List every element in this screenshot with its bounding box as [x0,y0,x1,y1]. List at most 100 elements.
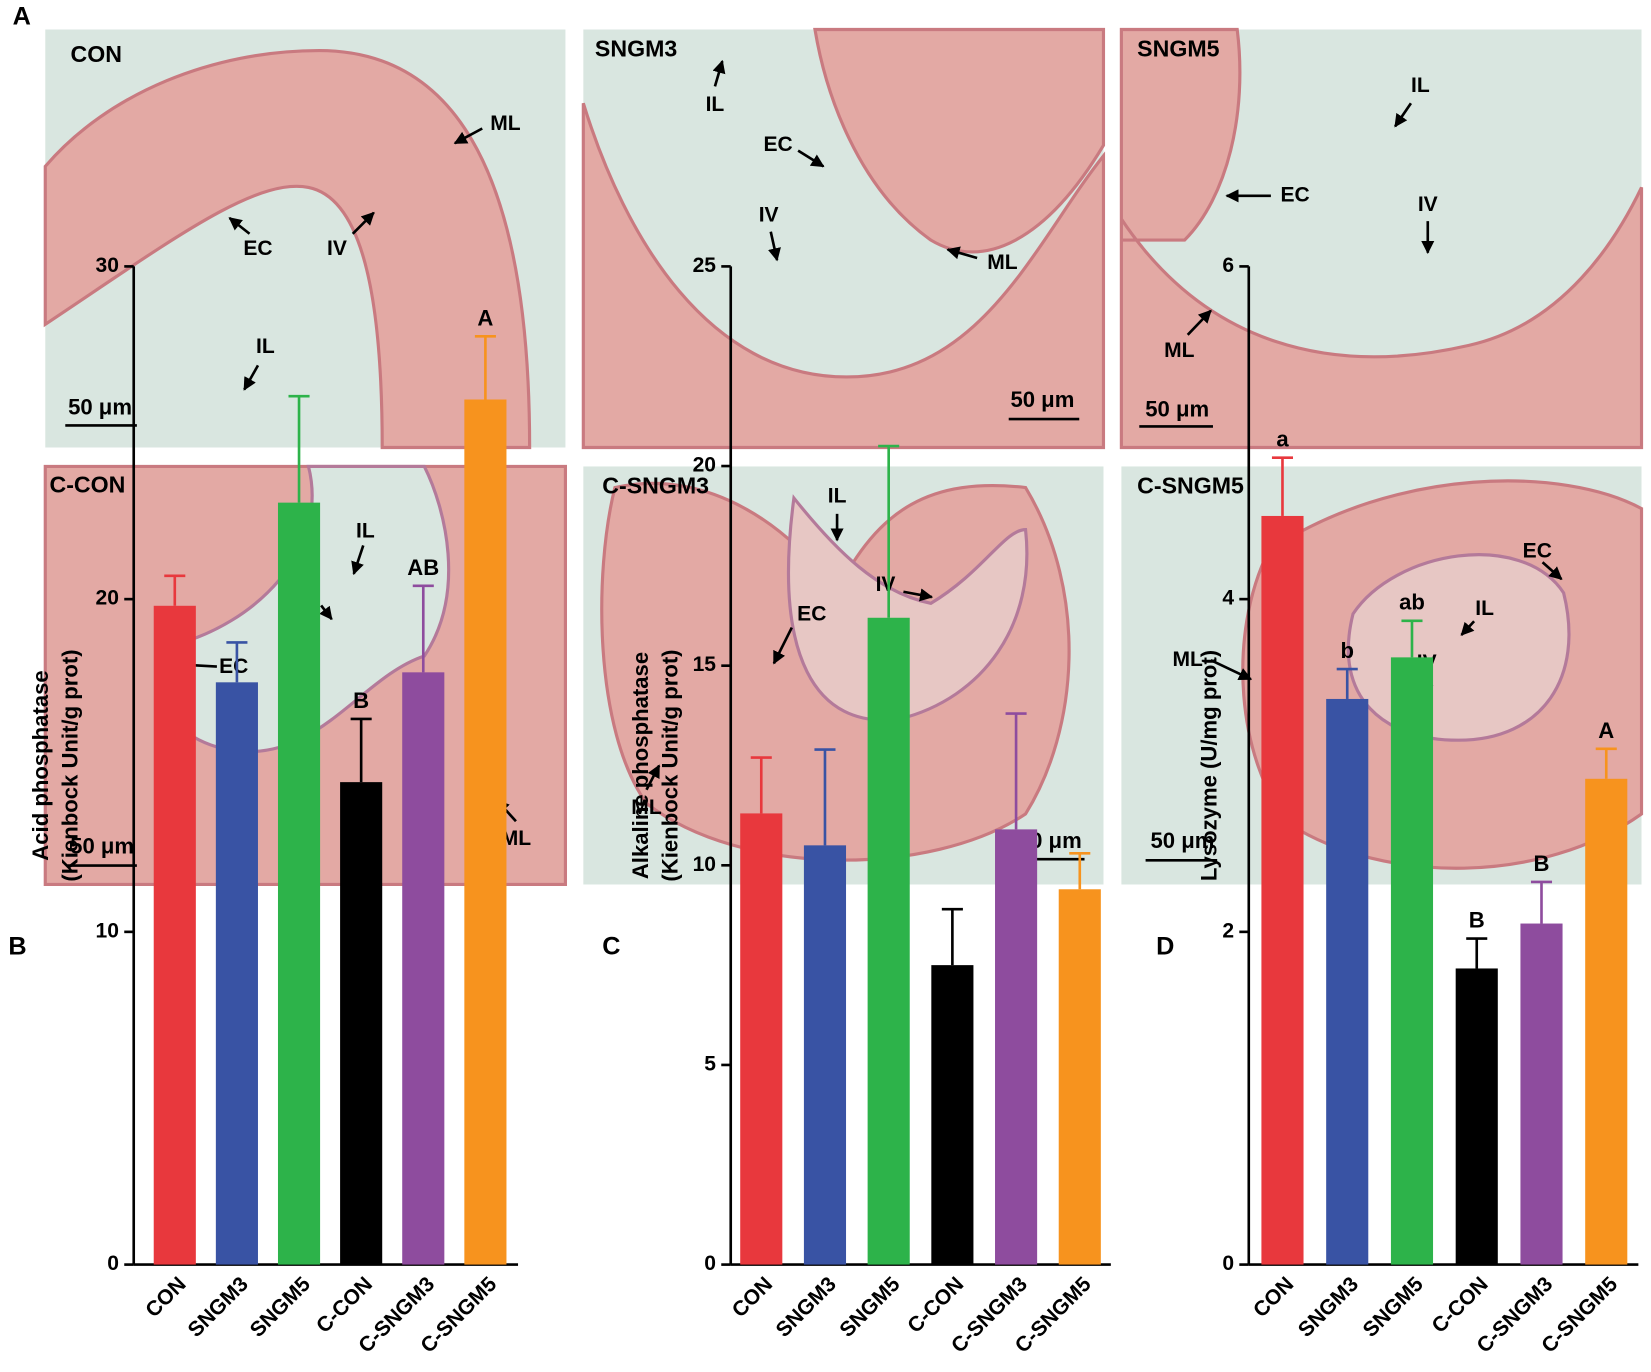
annotation: EC [763,133,792,156]
y-tick-label: 0 [107,1252,119,1275]
x-tick-label: C-CON [903,1273,968,1338]
y-tick-label: 20 [693,454,716,477]
significance-letter: A [477,305,493,330]
bar [995,829,1038,1265]
y-tick-label: 6 [1222,254,1234,277]
annotation: IL [1411,74,1430,97]
bar [1390,657,1434,1265]
y-tick-label: 10 [693,853,716,876]
significance-letter: B [353,688,369,713]
y-axis-label: (Kienbock Unit/g prot) [658,649,683,881]
y-tick-label: 25 [693,254,717,277]
annotation: ML [490,112,521,135]
x-tick-label: CON [141,1273,190,1322]
annotation: IL [1475,597,1494,620]
y-tick-label: 15 [693,653,717,676]
micrograph-title: CON [71,41,122,67]
annotation-arrow [797,149,825,168]
annotation-arrow [351,545,365,576]
annotation: IV [327,237,347,260]
significance-letter: b [1340,638,1354,663]
annotation: ML [987,251,1018,274]
annotation-arrow [1210,659,1253,681]
micrograph-title: C-CON [49,472,125,498]
y-tick-label: 20 [96,587,119,610]
y-tick-label: 4 [1222,587,1234,610]
annotation-arrow [319,604,333,621]
x-tick-label: CON [1249,1273,1298,1322]
bar [803,845,847,1265]
annotation-arrow [453,127,483,145]
lumen [786,494,1029,722]
y-tick-label: 5 [704,1053,716,1076]
annotation-arrow [228,216,251,235]
bar [215,682,258,1265]
scale-bar-label: 50 μm [70,833,134,858]
x-tick-label: SNGM3 [772,1273,841,1342]
bar [1326,698,1369,1265]
micrograph-title: C-SNGM3 [602,473,709,499]
scale-bar-label: 50 μm [68,394,132,419]
micrograph [43,29,566,450]
y-axis-label: Acid phosphatase [28,670,53,860]
annotation-arrow [1394,102,1413,128]
annotation: ML [1173,648,1204,671]
y-axis-label: (Kienbock Unit/g prot) [57,649,82,881]
significance-letter: A [1598,718,1614,743]
annotation-arrow [645,764,661,791]
significance-letter: B [1469,908,1485,933]
annotation: IL [828,485,847,508]
panel-label: D [1156,932,1174,960]
panel-label: B [8,932,26,960]
y-axis-label: Alkaline phosphatase [628,652,653,879]
bar [1585,778,1628,1265]
x-tick-label: C-CON [1428,1273,1493,1338]
annotation-arrow [768,231,781,262]
y-tick-label: 10 [96,919,119,942]
annotation-arrow [243,364,260,391]
bar [277,502,321,1265]
annotation: EC [219,655,248,678]
annotation: ML [1164,339,1195,362]
annotation-arrow [903,588,934,602]
panel-label: C [602,932,620,960]
bar [867,617,910,1265]
annotation-arrow [351,211,375,235]
significance-letter: a [1276,427,1289,452]
panel-label: A [13,3,31,31]
micrograph-title: C-SNGM5 [1137,473,1244,499]
x-tick-label: SNGM5 [835,1272,904,1341]
x-tick-label: SNGM3 [1294,1273,1363,1342]
bar [931,965,974,1265]
micrograph [581,27,1106,450]
x-tick-label: SNGM5 [246,1272,315,1341]
annotation: EC [1280,183,1309,206]
y-tick-label: 2 [1222,919,1234,942]
annotation-arrow [1186,309,1212,336]
y-tick-label: 0 [1222,1252,1234,1275]
bar [153,605,196,1265]
bar [1261,515,1304,1265]
annotation: IV [876,573,896,596]
bar [1058,889,1101,1265]
y-axis-label: Lysozyme (U/mg prot) [1197,650,1222,881]
annotation-arrow [946,246,978,260]
bar [1520,923,1563,1265]
significance-letter: ab [1399,590,1425,615]
tissue [581,27,1106,450]
annotation: IV [1418,193,1438,216]
micrograph-title: SNGM5 [1137,36,1219,62]
annotation-arrow [1460,620,1476,636]
micrograph [1119,27,1644,450]
tissue [43,48,532,450]
significance-letter: AB [407,555,439,580]
x-tick-label: SNGM5 [1359,1272,1428,1341]
micrograph [1121,466,1644,885]
annotation: IL [356,519,375,542]
annotation: EC [1523,539,1552,562]
bar [1455,968,1498,1265]
annotation-arrow [772,626,793,665]
x-tick-label: SNGM3 [184,1273,253,1342]
x-tick-label: CON [728,1273,777,1322]
